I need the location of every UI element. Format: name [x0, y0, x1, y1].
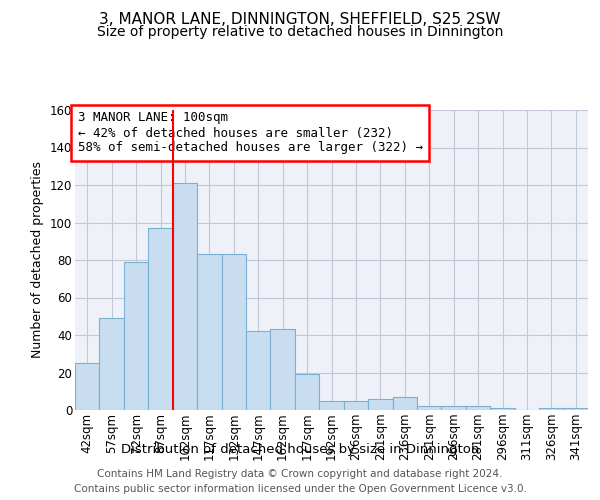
- Bar: [148, 228, 173, 410]
- Bar: [124, 262, 148, 410]
- Bar: [490, 408, 515, 410]
- Bar: [417, 406, 442, 410]
- Bar: [344, 400, 368, 410]
- Text: Contains HM Land Registry data © Crown copyright and database right 2024.
Contai: Contains HM Land Registry data © Crown c…: [74, 468, 526, 493]
- Bar: [271, 330, 295, 410]
- Text: 3, MANOR LANE, DINNINGTON, SHEFFIELD, S25 2SW: 3, MANOR LANE, DINNINGTON, SHEFFIELD, S2…: [99, 12, 501, 28]
- Text: Distribution of detached houses by size in Dinnington: Distribution of detached houses by size …: [121, 442, 479, 456]
- Bar: [75, 363, 100, 410]
- Text: Size of property relative to detached houses in Dinnington: Size of property relative to detached ho…: [97, 25, 503, 39]
- Bar: [197, 254, 221, 410]
- Bar: [466, 406, 490, 410]
- Bar: [173, 183, 197, 410]
- Bar: [319, 400, 344, 410]
- Bar: [442, 406, 466, 410]
- Bar: [246, 331, 271, 410]
- Text: 3 MANOR LANE: 100sqm
← 42% of detached houses are smaller (232)
58% of semi-deta: 3 MANOR LANE: 100sqm ← 42% of detached h…: [77, 112, 422, 154]
- Bar: [368, 399, 392, 410]
- Bar: [221, 254, 246, 410]
- Y-axis label: Number of detached properties: Number of detached properties: [31, 162, 44, 358]
- Bar: [100, 318, 124, 410]
- Bar: [392, 397, 417, 410]
- Bar: [563, 408, 588, 410]
- Bar: [295, 374, 319, 410]
- Bar: [539, 408, 563, 410]
